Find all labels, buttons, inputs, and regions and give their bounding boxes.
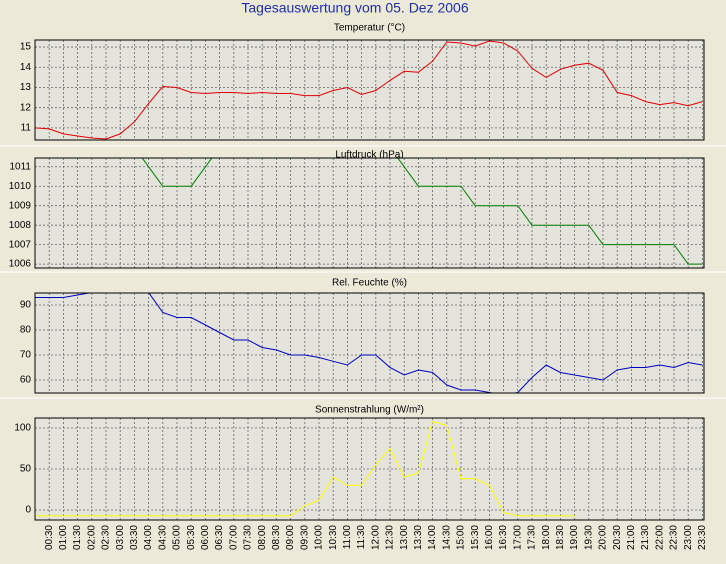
- x-tick-label: 06:30: [214, 525, 225, 550]
- x-tick-label: 09:00: [285, 525, 296, 550]
- y-tick-label: 1007: [9, 239, 32, 250]
- x-tick-label: 23:00: [683, 525, 694, 550]
- line: [35, 420, 575, 517]
- x-tick-label: 13:00: [399, 525, 410, 550]
- x-tick-label: 21:30: [640, 525, 651, 550]
- x-tick-label: 12:00: [370, 525, 381, 550]
- x-tick-label: 16:00: [484, 525, 495, 550]
- x-tick-label: 23:30: [697, 525, 708, 550]
- x-tick-label: 22:30: [669, 525, 680, 550]
- x-tick-label: 15:30: [470, 525, 481, 550]
- y-tick-label: 1006: [9, 259, 32, 270]
- x-tick-label: 14:00: [427, 525, 438, 550]
- x-tick-label: 02:30: [101, 525, 112, 550]
- panel-title: Luftdruck (hPa): [335, 150, 403, 161]
- page-title: Tagesauswertung vom 05. Dez 2006: [241, 0, 468, 16]
- x-tick-label: 17:30: [527, 525, 538, 550]
- x-tick-label: 00:30: [44, 525, 55, 550]
- line: [141, 158, 703, 265]
- x-tick-label: 03:00: [115, 525, 126, 550]
- x-tick-label: 10:30: [328, 525, 339, 550]
- y-tick-label: 1008: [9, 220, 32, 231]
- y-tick-label: 80: [20, 325, 32, 336]
- x-tick-label: 16:30: [498, 525, 509, 550]
- plot-area: [35, 40, 704, 140]
- x-tick-label: 07:30: [243, 525, 254, 550]
- plot-area: [35, 293, 704, 393]
- x-tick-label: 11:00: [342, 525, 353, 550]
- plot-frame: [34, 157, 705, 269]
- x-tick-label: 13:30: [413, 525, 424, 550]
- x-tick-label: 14:30: [441, 525, 452, 550]
- x-tick-label: 12:30: [385, 525, 396, 550]
- x-tick-label: 20:00: [598, 525, 609, 550]
- plot-frame: [34, 417, 705, 521]
- x-tick-label: 08:30: [271, 525, 282, 550]
- x-tick-label: 07:00: [228, 525, 239, 550]
- plot-frame: [34, 292, 705, 394]
- x-tick-label: 02:00: [86, 525, 97, 550]
- x-tick-label: 04:30: [157, 525, 168, 550]
- x-tick-label: 04:00: [143, 525, 154, 550]
- plot-frame: [34, 39, 705, 141]
- y-tick-label: 90: [20, 300, 32, 311]
- x-tick-label: 05:00: [172, 525, 183, 550]
- x-tick-label: 03:30: [129, 525, 140, 550]
- x-tick-label: 19:00: [569, 525, 580, 550]
- x-tick-label: 05:30: [186, 525, 197, 550]
- y-tick-label: 70: [20, 350, 32, 361]
- panel-title: Temperatur (°C): [334, 23, 405, 34]
- y-tick-label: 15: [20, 42, 32, 53]
- x-tick-label: 01:00: [58, 525, 69, 550]
- panel-title: Rel. Feuchte (%): [332, 278, 407, 289]
- line: [35, 293, 703, 393]
- x-tick-label: 01:30: [72, 525, 83, 550]
- x-tick-label: 22:00: [654, 525, 665, 550]
- panel-title: Sonnenstrahlung (W/m²): [315, 405, 424, 416]
- x-tick-label: 21:00: [626, 525, 637, 550]
- x-tick-label: 09:30: [299, 525, 310, 550]
- x-tick-label: 18:00: [541, 525, 552, 550]
- plot-area: [35, 158, 704, 268]
- line: [35, 40, 703, 140]
- y-tick-label: 50: [20, 464, 32, 475]
- x-tick-label: 18:30: [555, 525, 566, 550]
- y-tick-label: 0: [25, 505, 31, 516]
- y-tick-label: 14: [20, 62, 32, 73]
- y-tick-label: 12: [20, 102, 32, 113]
- x-tick-label: 15:00: [456, 525, 467, 550]
- y-tick-label: 13: [20, 82, 32, 93]
- x-tick-label: 17:00: [512, 525, 523, 550]
- x-tick-label: 19:30: [583, 525, 594, 550]
- y-tick-label: 11: [21, 123, 32, 134]
- y-tick-label: 1010: [9, 181, 32, 192]
- x-tick-label: 06:00: [200, 525, 211, 550]
- y-tick-label: 1011: [9, 161, 31, 172]
- x-tick-label: 20:30: [612, 525, 623, 550]
- y-tick-label: 1009: [9, 200, 32, 211]
- x-tick-label: 08:00: [257, 525, 268, 550]
- y-tick-label: 100: [14, 423, 31, 434]
- x-tick-label: 11:30: [356, 525, 367, 550]
- y-tick-label: 60: [20, 375, 32, 386]
- x-tick-label: 10:00: [314, 525, 325, 550]
